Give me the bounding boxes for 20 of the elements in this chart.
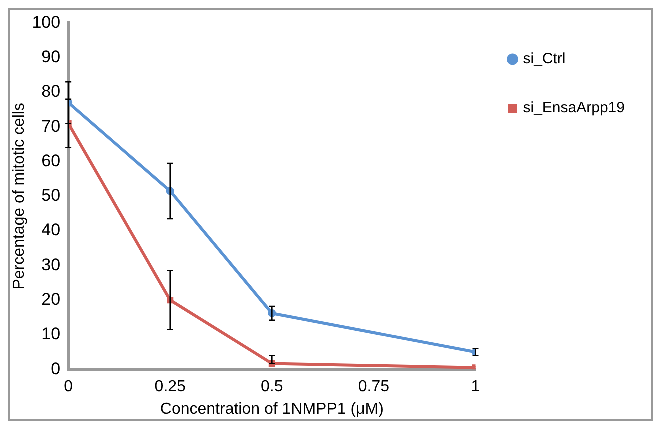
y-tick-label: 90 [42,48,61,67]
x-tick-label: 0.75 [358,378,390,396]
legend-label: si_EnsaArpp19 [523,100,625,117]
x-tick-label: 0.25 [154,378,186,396]
y-tick-label: 70 [42,116,61,136]
y-tick-label: 80 [42,82,61,102]
y-tick-label: 20 [42,290,61,310]
x-tick-label: 1 [471,378,480,396]
legend-label: si_Ctrl [523,50,566,68]
y-tick-label: 0 [51,359,61,378]
y-tick-label: 40 [42,220,61,240]
y-tick-label: 60 [42,151,61,170]
y-axis-title: Percentage of mitotic cells [11,103,28,290]
x-axis-title: Concentration of 1NMPP1 (μM) [160,400,384,418]
y-tick-label: 50 [42,186,61,206]
y-tick-label: 100 [32,12,61,32]
x-tick-label: 0 [64,378,74,396]
x-tick-label: 0.5 [261,378,284,396]
y-tick-label: 30 [42,255,61,274]
y-tick-label: 10 [42,324,61,344]
